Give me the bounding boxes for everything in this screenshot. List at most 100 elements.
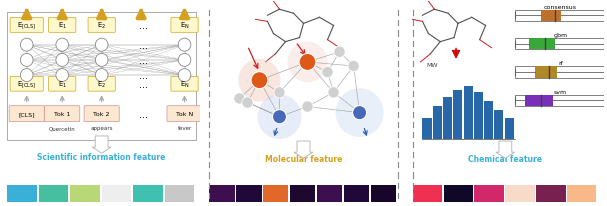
Circle shape (95, 69, 108, 82)
Bar (39, 185, 68, 202)
Circle shape (334, 47, 345, 58)
Circle shape (353, 106, 367, 120)
Bar (317, 185, 342, 202)
Text: Tok 2: Tok 2 (93, 112, 110, 117)
Bar (506, 185, 535, 202)
Circle shape (56, 69, 69, 82)
Bar (567, 185, 597, 202)
Text: [CLS]: [CLS] (18, 112, 35, 117)
Bar (535, 67, 557, 78)
Text: $\mathregular{E_N}$: $\mathregular{E_N}$ (180, 21, 189, 31)
Bar (525, 95, 553, 107)
FancyBboxPatch shape (171, 77, 198, 92)
Text: fever: fever (177, 126, 192, 131)
Text: $\mathregular{E_1}$: $\mathregular{E_1}$ (58, 21, 67, 31)
Text: $\mathregular{E_{[CLS]}}$: $\mathregular{E_{[CLS]}}$ (17, 21, 36, 31)
Text: ...: ... (138, 80, 148, 89)
Circle shape (251, 72, 268, 89)
Circle shape (322, 67, 333, 78)
Circle shape (299, 54, 316, 71)
Bar (290, 185, 316, 202)
Text: Quercetin: Quercetin (49, 126, 76, 131)
Circle shape (257, 95, 302, 139)
Bar (433, 107, 442, 139)
Bar (494, 110, 503, 139)
Circle shape (328, 87, 339, 98)
Bar (515, 67, 606, 78)
Bar (371, 185, 396, 202)
Bar (236, 185, 262, 202)
Bar (484, 102, 493, 139)
Bar (209, 185, 235, 202)
FancyArrow shape (92, 136, 111, 153)
Text: consensus: consensus (544, 5, 577, 10)
Bar (413, 185, 442, 202)
Circle shape (336, 89, 384, 137)
FancyBboxPatch shape (167, 106, 202, 122)
Bar (102, 185, 131, 202)
Text: ...: ... (138, 109, 148, 119)
FancyBboxPatch shape (10, 77, 43, 92)
FancyArrow shape (496, 141, 515, 159)
Bar (515, 39, 606, 50)
Bar (263, 185, 288, 202)
Bar (134, 185, 163, 202)
Circle shape (273, 110, 287, 124)
Text: $\mathregular{E_{[CLS]}}$: $\mathregular{E_{[CLS]}}$ (17, 79, 36, 89)
Bar (529, 39, 555, 50)
Circle shape (178, 69, 191, 82)
Circle shape (242, 97, 253, 109)
Bar (515, 11, 606, 22)
Bar (344, 185, 369, 202)
Bar (541, 11, 561, 22)
Bar (453, 90, 463, 139)
Bar (464, 87, 473, 139)
Text: ...: ... (138, 21, 148, 31)
Text: ...: ... (138, 41, 148, 50)
Circle shape (234, 93, 245, 105)
Text: Molecular feature: Molecular feature (265, 154, 342, 163)
FancyBboxPatch shape (9, 106, 44, 122)
Circle shape (21, 69, 33, 82)
Text: Chemical feature: Chemical feature (469, 154, 542, 163)
Text: $\mathregular{E_2}$: $\mathregular{E_2}$ (97, 79, 106, 89)
Text: MW: MW (426, 63, 438, 68)
Text: rf: rf (558, 61, 563, 66)
Text: $\mathregular{E_2}$: $\mathregular{E_2}$ (97, 21, 106, 31)
FancyBboxPatch shape (49, 77, 76, 92)
Bar (165, 185, 194, 202)
Bar (515, 95, 606, 107)
Bar (444, 185, 473, 202)
Circle shape (178, 39, 191, 52)
Circle shape (56, 39, 69, 52)
Bar (422, 118, 432, 139)
Bar (7, 185, 36, 202)
Text: $\mathregular{E_1}$: $\mathregular{E_1}$ (58, 79, 67, 89)
Bar (475, 185, 504, 202)
FancyBboxPatch shape (49, 18, 76, 33)
FancyBboxPatch shape (84, 106, 119, 122)
Text: Tok 1: Tok 1 (54, 112, 70, 117)
Bar (443, 97, 452, 139)
FancyArrow shape (294, 141, 313, 159)
FancyBboxPatch shape (45, 106, 80, 122)
Circle shape (21, 54, 33, 67)
Bar (504, 118, 514, 139)
Circle shape (178, 54, 191, 67)
Text: Scientific information feature: Scientific information feature (38, 152, 166, 161)
Circle shape (21, 39, 33, 52)
Circle shape (95, 39, 108, 52)
Circle shape (274, 87, 285, 98)
FancyBboxPatch shape (88, 77, 115, 92)
Circle shape (239, 60, 280, 102)
Bar (70, 185, 100, 202)
Text: svm: svm (554, 89, 567, 94)
Circle shape (288, 42, 328, 83)
FancyBboxPatch shape (171, 18, 198, 33)
Circle shape (302, 101, 313, 113)
Text: Tok N: Tok N (176, 112, 193, 117)
Bar (7, 13, 197, 140)
FancyBboxPatch shape (88, 18, 115, 33)
Text: appears: appears (90, 126, 113, 131)
Bar (536, 185, 566, 202)
